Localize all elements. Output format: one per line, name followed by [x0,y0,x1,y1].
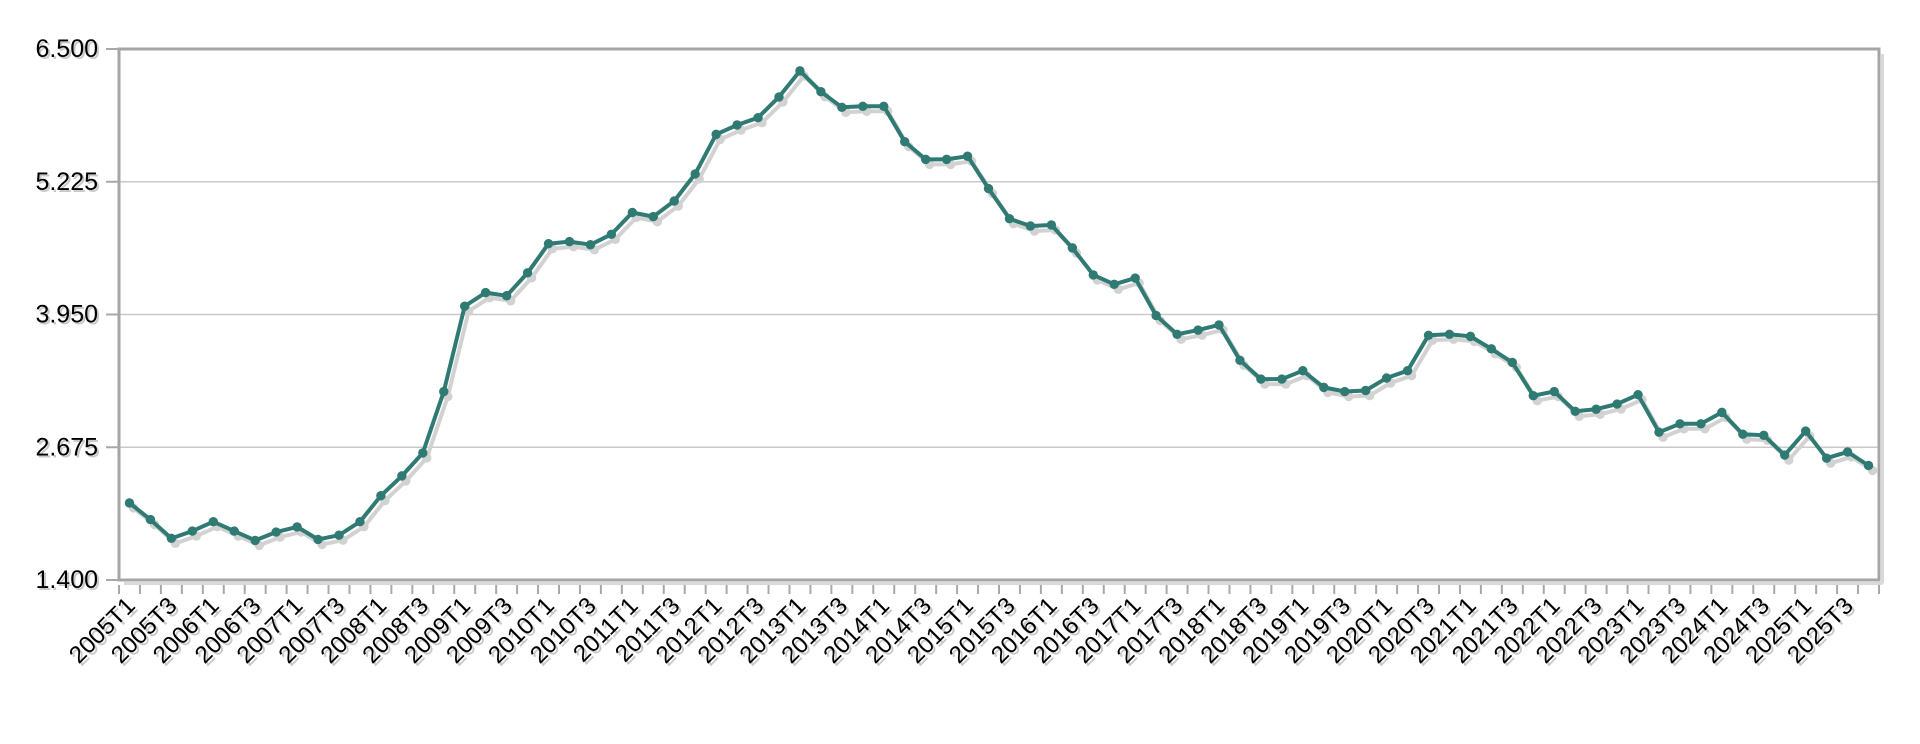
data-point[interactable] [1675,419,1685,429]
data-point[interactable] [1633,389,1643,400]
data-point[interactable] [1214,320,1224,330]
data-point[interactable] [1193,325,1203,335]
data-point[interactable] [1444,329,1455,339]
y-tick-label: 2.675 [35,433,98,461]
data-point[interactable] [460,301,470,311]
y-tick-label-shadow: 3.950 [37,303,100,331]
data-point[interactable] [1004,214,1015,224]
data-point[interactable] [962,151,973,161]
data-point[interactable] [1528,391,1538,401]
y-tick-label-shadow: 6.500 [37,37,100,65]
data-point[interactable] [313,534,323,545]
data-point[interactable] [983,183,994,194]
series-line-shadow [131,73,1875,548]
data-point[interactable] [1067,243,1078,253]
data-point[interactable] [753,113,763,123]
data-point[interactable] [1654,427,1664,437]
data-point[interactable] [334,530,344,540]
data-point[interactable] [648,211,658,222]
data-point[interactable] [1277,374,1287,384]
data-point[interactable] [1507,357,1518,368]
data-point[interactable] [1151,310,1161,321]
data-point[interactable] [166,533,177,544]
data-point[interactable] [501,291,512,301]
data-point[interactable] [208,516,218,527]
data-point[interactable] [920,154,931,165]
data-point[interactable] [1717,407,1727,418]
data-point[interactable] [1256,374,1266,384]
data-point[interactable] [145,514,156,525]
data-point[interactable] [292,522,302,532]
y-tick-label-shadow: 1.400 [37,568,100,596]
data-point[interactable] [1591,404,1601,414]
data-point[interactable] [1863,460,1874,471]
data-point[interactable] [1800,426,1811,436]
data-point[interactable] [1109,279,1119,290]
data-point[interactable] [1402,366,1413,376]
data-point[interactable] [439,386,449,397]
data-point[interactable] [837,102,847,113]
data-point[interactable] [1612,399,1622,409]
data-point[interactable] [271,527,281,537]
data-point[interactable] [858,101,868,111]
data-point[interactable] [187,526,198,536]
data-point[interactable] [250,535,260,546]
data-point[interactable] [1549,386,1559,397]
series-line [127,68,1871,543]
data-point[interactable] [1130,273,1140,283]
data-point[interactable] [669,196,679,206]
data-point[interactable] [543,239,554,249]
data-point[interactable] [1235,355,1245,366]
data-point[interactable] [355,516,365,527]
data-point[interactable] [1821,453,1832,463]
data-point[interactable] [816,86,826,97]
data-point[interactable] [711,129,721,140]
data-point[interactable] [1088,270,1098,280]
data-point[interactable] [1465,331,1476,342]
data-point[interactable] [418,448,428,458]
data-point[interactable] [376,490,386,501]
y-tick-label: 6.500 [35,35,98,63]
data-point[interactable] [124,498,135,508]
data-point[interactable] [229,526,239,536]
data-point[interactable] [606,229,617,240]
data-point[interactable] [1696,419,1706,429]
y-tick-label: 5.225 [35,168,98,196]
data-point[interactable] [627,207,638,218]
data-point[interactable] [774,92,784,102]
data-point[interactable] [941,154,952,165]
y-tick-label: 3.950 [35,301,98,329]
data-point[interactable] [879,101,889,111]
data-point[interactable] [564,236,575,247]
data-point[interactable] [690,169,700,179]
data-point[interactable] [795,66,805,76]
data-point[interactable] [1172,329,1182,339]
y-tick-label: 1.400 [35,566,98,594]
data-point[interactable] [1842,447,1853,457]
data-point[interactable] [1423,330,1434,341]
data-point[interactable] [1046,220,1057,230]
data-point[interactable] [1381,373,1392,383]
data-point[interactable] [480,287,491,298]
data-point[interactable] [1360,385,1371,396]
data-point[interactable] [732,120,742,130]
data-point[interactable] [522,268,533,278]
data-point[interactable] [1780,450,1790,460]
data-point[interactable] [900,136,910,147]
data-point[interactable] [1319,382,1329,393]
data-point[interactable] [397,471,407,481]
y-tick-label-shadow: 5.225 [37,170,100,198]
data-point[interactable] [1759,430,1769,440]
data-point[interactable] [1486,344,1497,354]
y-tick-label-shadow: 2.675 [37,435,100,463]
data-point[interactable] [585,240,596,250]
data-point[interactable] [1570,406,1580,417]
data-point[interactable] [1025,221,1036,231]
data-point[interactable] [1738,429,1748,439]
data-point[interactable] [1340,386,1350,397]
data-point[interactable] [1298,366,1308,376]
